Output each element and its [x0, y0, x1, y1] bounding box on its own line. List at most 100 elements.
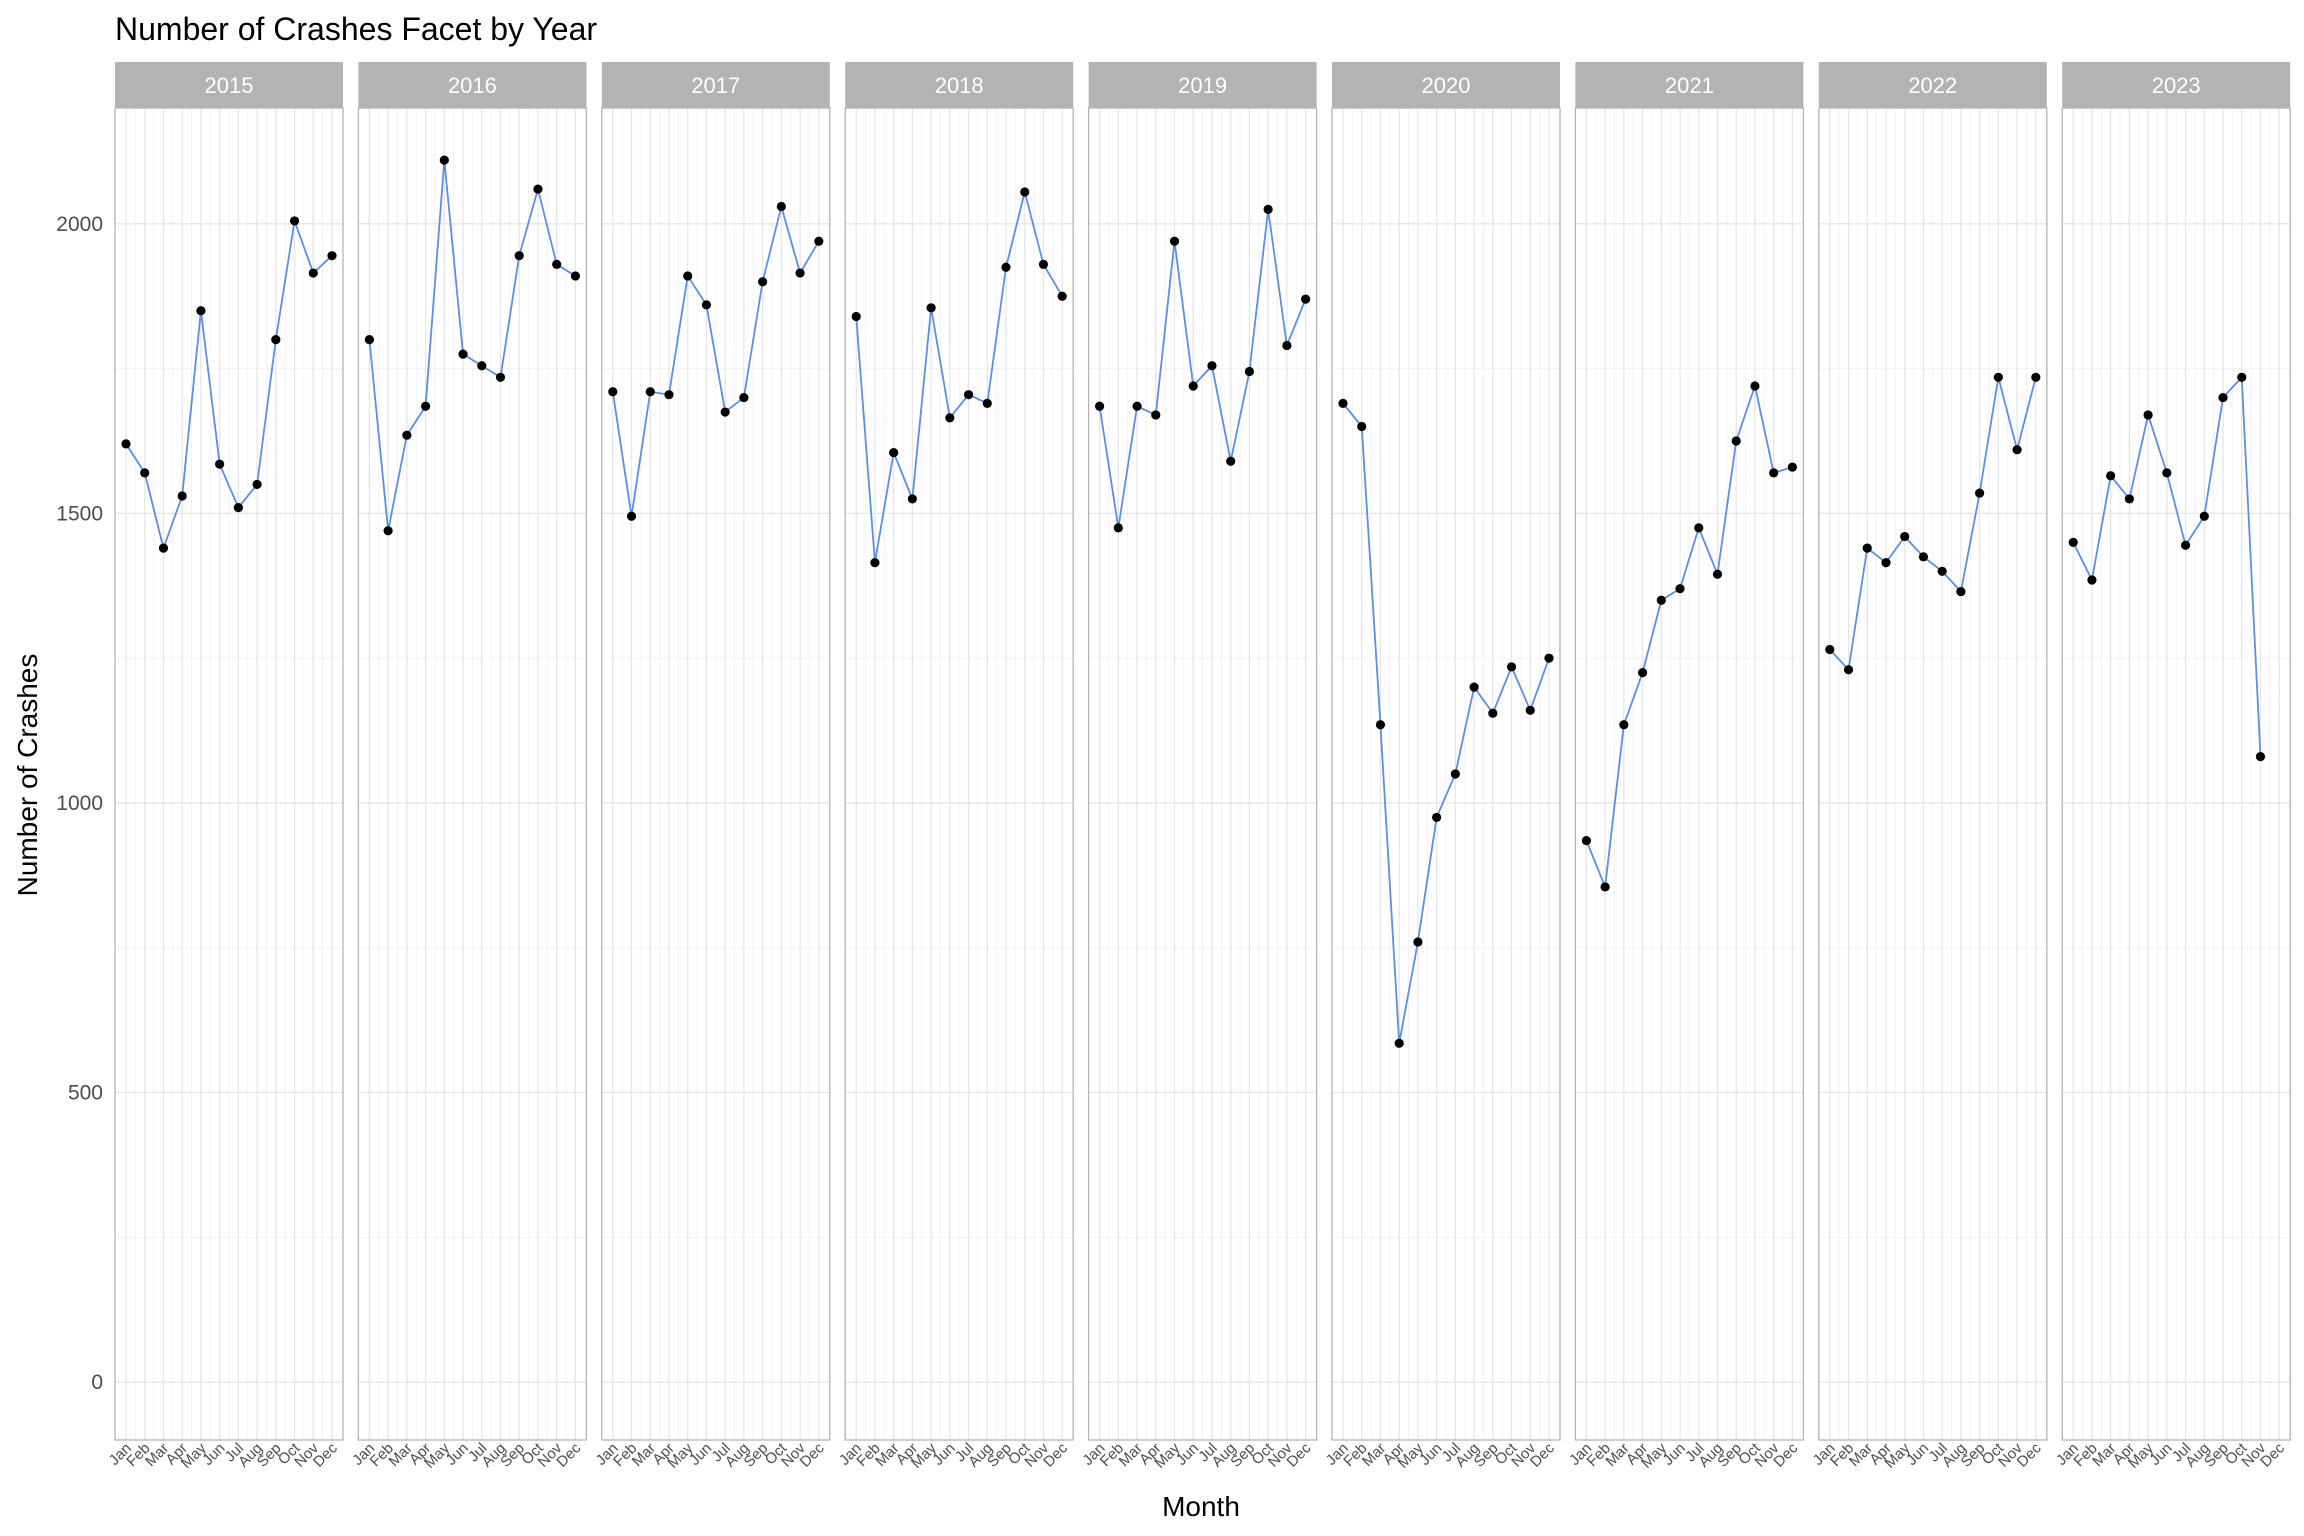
data-point	[1057, 291, 1067, 301]
data-point	[1244, 366, 1255, 377]
facet-strip	[845, 62, 1074, 108]
data-point	[1993, 372, 2003, 382]
data-point	[1188, 381, 1198, 391]
data-point	[2162, 468, 2172, 478]
data-point	[364, 335, 374, 345]
data-point	[215, 459, 225, 469]
data-point	[2237, 372, 2247, 382]
data-point	[1956, 586, 1966, 597]
data-point	[1357, 421, 1367, 432]
facet-strip-label: 2022	[1908, 73, 1957, 98]
data-point	[1619, 720, 1629, 730]
data-point	[458, 349, 468, 359]
y-tick-label: 1000	[56, 792, 103, 815]
data-point	[1207, 361, 1217, 371]
data-point	[495, 372, 506, 382]
data-point	[1169, 236, 1180, 246]
data-point	[570, 271, 581, 281]
data-point	[1581, 836, 1591, 846]
data-point	[1525, 705, 1535, 715]
data-point	[2068, 537, 2078, 547]
series-line-2021	[1585, 382, 1793, 888]
data-point	[1469, 682, 1479, 692]
x-tick-label: Dec	[1527, 1439, 1558, 1470]
data-point	[1600, 882, 1610, 892]
data-point	[1450, 769, 1460, 779]
series-line-2019	[1098, 209, 1307, 529]
facet-strip-label: 2019	[1178, 73, 1227, 98]
facet-strip-label: 2015	[205, 73, 254, 98]
data-point	[1750, 381, 1760, 391]
data-point	[2199, 511, 2209, 521]
data-point	[1843, 665, 1854, 675]
data-point	[1918, 552, 1929, 562]
y-axis-title: Number of Crashes	[12, 654, 43, 897]
data-point	[1132, 401, 1142, 411]
data-point	[1263, 204, 1273, 214]
data-point	[1151, 410, 1161, 420]
data-point	[327, 251, 337, 261]
facet-strip	[358, 62, 587, 108]
data-point	[1338, 398, 1348, 408]
series-line-2022	[1829, 377, 2037, 672]
x-tick-label: Dec	[1040, 1439, 1071, 1470]
data-point	[439, 155, 449, 165]
data-point	[1656, 595, 1666, 605]
facet-strip	[1818, 62, 2047, 108]
data-point	[1394, 1038, 1404, 1048]
facet-strip-label: 2021	[1665, 73, 1714, 98]
data-point	[982, 398, 992, 408]
data-point	[2106, 471, 2116, 481]
data-point	[1787, 462, 1797, 472]
data-point	[2087, 575, 2097, 585]
data-point	[701, 300, 712, 310]
data-point	[271, 335, 281, 345]
data-point	[1432, 812, 1442, 823]
series-line-2016	[368, 160, 576, 531]
data-point	[2124, 494, 2134, 504]
data-point	[1694, 523, 1704, 533]
data-point	[1881, 558, 1891, 568]
data-point	[608, 387, 618, 397]
chart-title: Number of Crashes Facet by Year	[115, 11, 597, 47]
data-point	[720, 407, 730, 417]
data-point	[683, 271, 693, 281]
data-point	[158, 543, 169, 553]
x-tick-label: Dec	[2014, 1439, 2045, 1470]
data-point	[2218, 392, 2228, 403]
facet-strip-label: 2018	[935, 73, 984, 98]
data-point	[1113, 523, 1123, 533]
data-point	[2012, 445, 2022, 455]
data-point	[626, 511, 637, 521]
data-point	[2143, 410, 2153, 420]
series-line-2020	[1342, 402, 1550, 1044]
data-point	[1375, 720, 1386, 730]
facet-strip	[1332, 62, 1560, 108]
data-point	[177, 491, 187, 501]
data-point	[1001, 262, 1011, 272]
data-point	[1825, 644, 1835, 655]
data-point	[1506, 662, 1517, 672]
data-point	[1900, 531, 1910, 542]
data-point	[2031, 372, 2041, 382]
data-point	[1862, 543, 1872, 553]
series-line-2018	[855, 191, 1063, 563]
data-point	[121, 439, 131, 449]
series-line-2017	[611, 202, 820, 517]
data-point	[926, 303, 936, 313]
facet-strip	[2062, 62, 2291, 108]
data-point	[889, 447, 899, 458]
data-point	[140, 468, 150, 478]
data-point	[1020, 187, 1030, 197]
data-point	[1937, 566, 1947, 576]
facet-strip	[1088, 62, 1317, 108]
facet-strip	[115, 62, 343, 108]
x-tick-label: Dec	[2257, 1439, 2288, 1470]
data-point	[2255, 752, 2266, 762]
data-point	[739, 392, 749, 403]
